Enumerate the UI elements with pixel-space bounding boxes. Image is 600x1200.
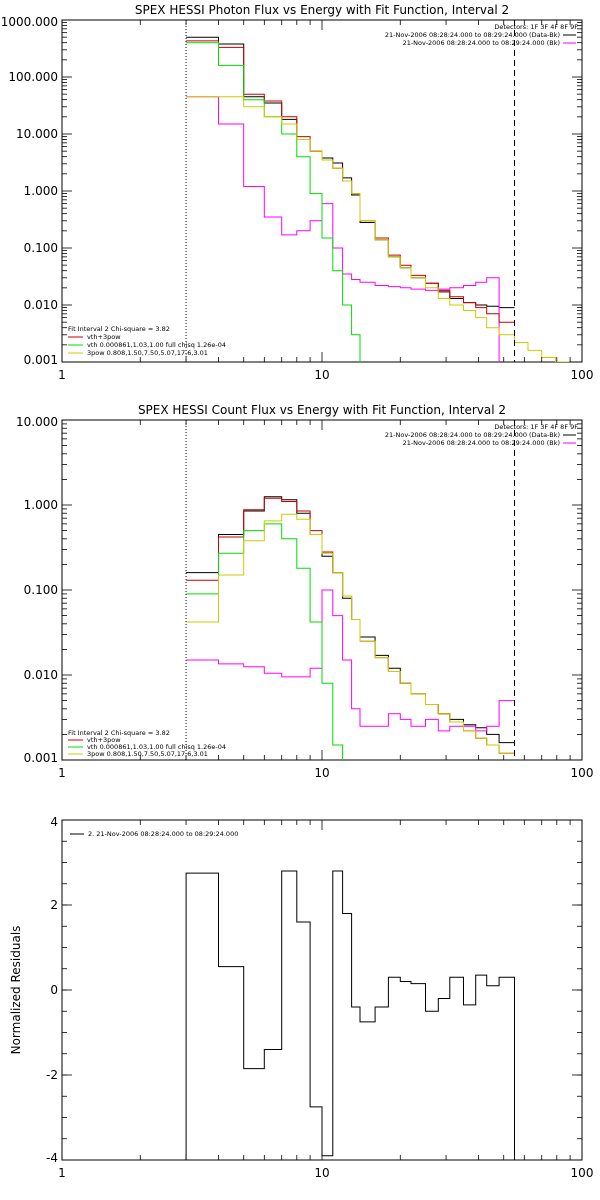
fit-line-vth: vth 0.000861,1.03,1.00 full chisq 1.26e-… xyxy=(87,341,226,349)
residuals-chart: 1 10 100 -4 -2 0 2 4 Normalized Residuals 2. 21… xyxy=(9,815,594,1180)
vth-3pow-series-line xyxy=(186,40,515,323)
y-tick-label: 0.001 xyxy=(24,751,58,765)
data-bk-legend-label: 21-Nov-2006 08:28:24.000 to 08:29:24.000… xyxy=(385,431,560,439)
data-bk-series-line xyxy=(186,36,515,309)
3pow-series-line xyxy=(186,96,570,362)
y-tick-label: -4 xyxy=(46,1151,58,1165)
fit-header: Fit Interval 2 Chi-square = 3.82 xyxy=(68,729,170,737)
chart-title: SPEX HESSI Photon Flux vs Energy with Fi… xyxy=(135,3,509,17)
bk-legend-label: 21-Nov-2006 08:28:24.000 to 08:29:24.000… xyxy=(403,439,560,447)
x-tick-label: 100 xyxy=(571,1166,594,1180)
count-flux-chart: SPEX HESSI Count Flux vs Energy with Fit… xyxy=(16,403,594,780)
y-tick-label: 0 xyxy=(50,983,58,997)
y-tick-label: 0.100 xyxy=(24,583,58,597)
y-tick-label: 10.000 xyxy=(16,127,58,141)
y-tick-label: 1.000 xyxy=(24,498,58,512)
y-tick-label: 0.010 xyxy=(24,668,58,682)
y-tick-label: -2 xyxy=(46,1068,58,1082)
x-tick-label: 1 xyxy=(58,766,66,780)
fit-line-3pow: 3pow 0.808,1.50,7.50,5.07,17.6,3.01 xyxy=(87,750,208,758)
fit-line-vth-3pow: vth+3pow xyxy=(87,333,121,341)
x-tick-label: 10 xyxy=(314,766,329,780)
data-bk-series-line xyxy=(186,496,515,744)
y-tick-label: 10.000 xyxy=(16,415,58,429)
bk-series-line xyxy=(186,96,500,362)
y-tick-label: 4 xyxy=(50,815,58,829)
x-tick-label: 1 xyxy=(58,368,66,380)
fit-line-3pow: 3pow 0.808,1.50,7.50,5.07,17.6,3.01 xyxy=(87,349,208,357)
y-tick-label: 0.100 xyxy=(24,241,58,255)
y-tick-label: 0.001 xyxy=(24,353,58,367)
residuals-legend-label: 2. 21-Nov-2006 08:28:24.000 to 08:29:24.… xyxy=(88,830,238,838)
x-tick-label: 10 xyxy=(314,368,329,380)
y-axis-label: Normalized Residuals xyxy=(9,926,23,1055)
y-tick-label: 100.000 xyxy=(8,70,58,84)
vth-3pow-series-line xyxy=(186,497,515,754)
data-bk-legend-label: 21-Nov-2006 08:28:24.000 to 08:29:24.000… xyxy=(385,31,560,39)
x-tick-label: 100 xyxy=(571,368,594,380)
vth-series-line xyxy=(186,523,344,760)
fit-header: Fit Interval 2 Chi-square = 3.82 xyxy=(68,325,170,333)
y-tick-label: 1.000 xyxy=(24,184,58,198)
x-tick-label: 100 xyxy=(571,766,594,780)
y-tick-label: 0.010 xyxy=(24,298,58,312)
y-tick-label: 2 xyxy=(50,898,58,912)
3pow-series-line xyxy=(186,513,515,754)
vth-series-line xyxy=(186,42,361,362)
photon-flux-chart: SPEX HESSI Photon Flux vs Energy with Fi… xyxy=(1,3,594,380)
x-tick-label: 10 xyxy=(314,1166,329,1180)
detectors-label: Detectors: 1F 3F 4F 8F 9F xyxy=(494,23,578,31)
bk-series-line xyxy=(186,589,515,732)
series-series-line xyxy=(185,870,515,1160)
x-tick-label: 1 xyxy=(58,1166,66,1180)
y-tick-label: 1000.000 xyxy=(1,15,58,29)
bk-legend-label: 21-Nov-2006 08:28:24.000 to 08:29:24.000… xyxy=(403,39,560,47)
plot-frame xyxy=(61,19,583,363)
fit-line-vth: vth 0.000861,1.03,1.00 full chisq 1.26e-… xyxy=(87,743,226,751)
detectors-label: Detectors: 1F 3F 4F 8F 9F xyxy=(494,423,578,431)
fit-line-vth-3pow: vth+3pow xyxy=(87,736,121,744)
chart-title: SPEX HESSI Count Flux vs Energy with Fit… xyxy=(138,403,506,417)
